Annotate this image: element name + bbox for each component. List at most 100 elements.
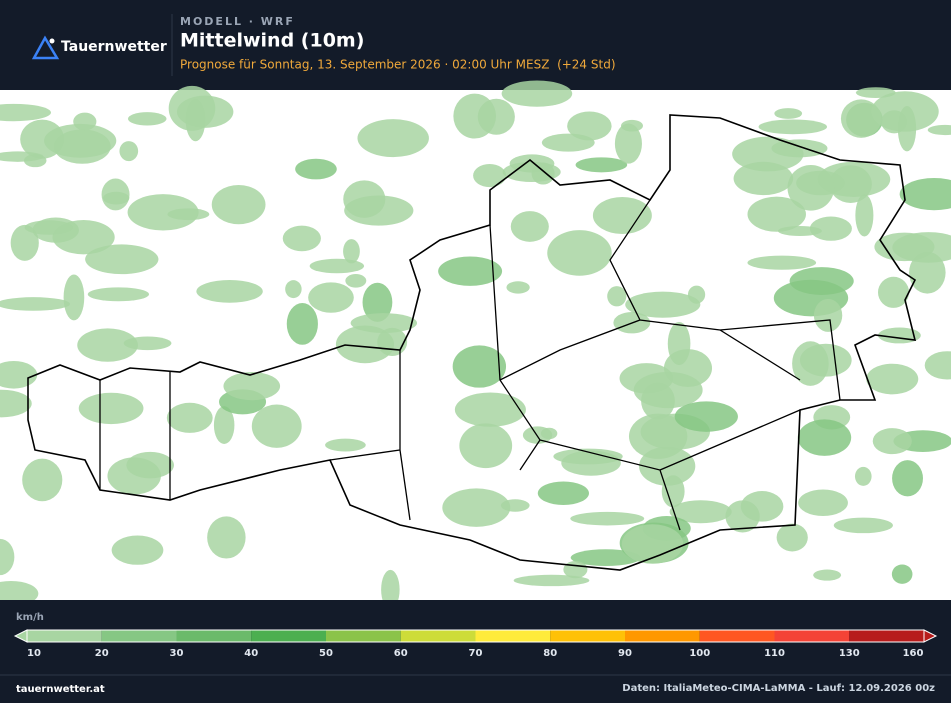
wind-patch	[829, 165, 872, 203]
wind-patch	[452, 345, 507, 388]
wind-patch	[592, 196, 652, 234]
wind-patch	[213, 406, 235, 444]
wind-patch	[537, 481, 589, 505]
wind-patch	[127, 112, 167, 126]
legend-swatch	[176, 630, 252, 642]
country-border	[27, 114, 917, 571]
legend-swatch	[27, 630, 102, 642]
wind-patch	[809, 216, 852, 241]
wind-patch	[251, 404, 302, 448]
wind-patch	[0, 297, 70, 311]
legend-label: 50	[319, 648, 333, 659]
wind-patch	[733, 161, 794, 196]
wind-patch	[614, 123, 642, 164]
wind-patch	[63, 274, 85, 321]
legend-label: 20	[95, 648, 109, 659]
legend-label: 10	[27, 648, 41, 659]
legend-label: 130	[839, 648, 860, 659]
wind-patch	[343, 180, 386, 218]
wind-patch	[119, 141, 139, 162]
wind-patch	[510, 211, 549, 242]
wind-patch	[87, 287, 150, 302]
wind-patch	[438, 256, 503, 286]
wind-patch	[927, 124, 951, 136]
wind-patch	[758, 119, 828, 135]
wind-patch	[813, 298, 843, 332]
wind-patch	[196, 280, 263, 303]
wind-patch	[501, 80, 573, 107]
wind-patch	[833, 517, 893, 534]
legend-swatch	[326, 630, 401, 642]
wind-patch	[454, 392, 526, 427]
wind-patch	[899, 178, 951, 211]
footer-source: Daten: ItaliaMeteo-CIMA-LaMMA - Lauf: 12…	[622, 683, 935, 694]
wind-patch	[453, 93, 497, 139]
wind-patch	[22, 458, 63, 502]
subtitle: Prognose für Sonntag, 13. September 2026…	[180, 58, 616, 72]
wind-patch	[44, 123, 117, 158]
wind-patch	[286, 303, 318, 345]
wind-patch	[0, 103, 51, 122]
legend-swatch	[251, 630, 326, 642]
wind-patch	[570, 549, 641, 567]
wind-patch	[787, 164, 835, 211]
legend-label: 110	[764, 648, 785, 659]
wind-patch	[799, 343, 852, 377]
wind-patch	[442, 488, 511, 527]
wind-patch	[111, 535, 164, 565]
wind-patch	[459, 423, 513, 469]
wind-patch	[669, 500, 732, 524]
legend-swatch	[849, 630, 924, 642]
wind-patch	[345, 273, 367, 288]
wind-patch	[797, 419, 852, 456]
legend-swatch	[475, 630, 551, 642]
wind-patch	[639, 446, 696, 486]
legend-label: 90	[618, 648, 632, 659]
wind-patch	[674, 401, 738, 432]
legend-unit: km/h	[16, 612, 44, 623]
legend-swatch	[774, 630, 850, 642]
wind-patch	[777, 225, 822, 236]
wind-patch	[357, 119, 429, 158]
wind-patch	[607, 286, 627, 307]
wind-patch	[625, 291, 701, 318]
wind-patch	[185, 98, 206, 142]
wind-patch	[362, 282, 393, 322]
wind-patch	[126, 451, 174, 479]
wind-patch	[502, 161, 561, 183]
wind-patch	[687, 285, 706, 304]
wind-patch	[513, 574, 590, 587]
wind-patch	[77, 328, 138, 362]
legend-label: 40	[244, 648, 258, 659]
legend: 10 20 30 40 50 60 70 80 90 100 110 130 160	[13, 629, 938, 659]
wind-patch	[774, 108, 803, 119]
wind-patch	[798, 489, 848, 517]
wind-patch	[553, 448, 623, 465]
wind-patch	[24, 220, 73, 235]
legend-label: 100	[689, 648, 710, 659]
wind-patch	[473, 164, 507, 188]
wind-patch	[891, 564, 913, 584]
title: Mittelwind (10m)	[180, 30, 364, 52]
wind-patch	[343, 239, 360, 264]
legend-swatch	[550, 630, 625, 642]
wind-patch	[377, 327, 408, 357]
wind-patch	[350, 313, 418, 333]
wind-patch	[211, 185, 266, 225]
wind-patch	[892, 232, 951, 263]
wind-patch	[621, 524, 684, 564]
wind-patch	[285, 280, 302, 299]
wind-patch	[855, 194, 874, 237]
legend-label: 70	[469, 648, 483, 659]
wind-patch	[325, 438, 366, 452]
wind-patch	[381, 569, 400, 610]
wind-patch	[620, 119, 643, 132]
wind-patch	[295, 158, 337, 180]
wind-patch	[789, 267, 854, 295]
wind-patch	[10, 224, 39, 261]
wind-patch	[567, 111, 612, 141]
wind-patch	[207, 516, 246, 559]
wind-patch	[771, 139, 828, 158]
logo-icon	[31, 35, 60, 60]
